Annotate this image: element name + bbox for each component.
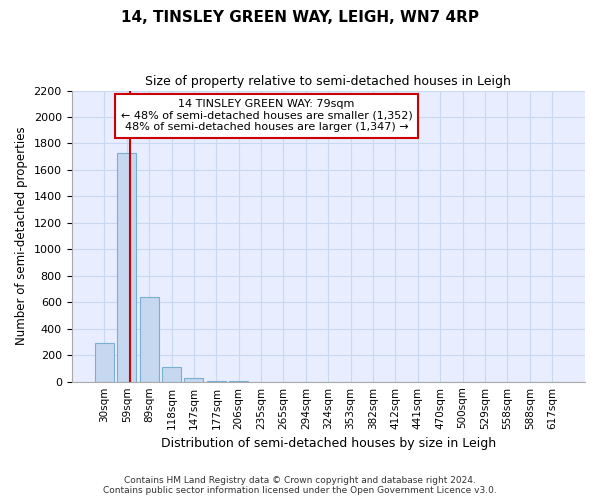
Text: 14 TINSLEY GREEN WAY: 79sqm
← 48% of semi-detached houses are smaller (1,352)
48: 14 TINSLEY GREEN WAY: 79sqm ← 48% of sem… xyxy=(121,100,413,132)
Bar xyxy=(95,344,114,382)
Bar xyxy=(162,367,181,382)
Text: 14, TINSLEY GREEN WAY, LEIGH, WN7 4RP: 14, TINSLEY GREEN WAY, LEIGH, WN7 4RP xyxy=(121,10,479,25)
Bar xyxy=(117,153,136,382)
Bar xyxy=(207,381,226,382)
Y-axis label: Number of semi-detached properties: Number of semi-detached properties xyxy=(15,127,28,346)
Text: Contains HM Land Registry data © Crown copyright and database right 2024.
Contai: Contains HM Land Registry data © Crown c… xyxy=(103,476,497,495)
X-axis label: Distribution of semi-detached houses by size in Leigh: Distribution of semi-detached houses by … xyxy=(161,437,496,450)
Bar xyxy=(184,378,203,382)
Bar xyxy=(140,297,158,382)
Title: Size of property relative to semi-detached houses in Leigh: Size of property relative to semi-detach… xyxy=(145,75,511,88)
